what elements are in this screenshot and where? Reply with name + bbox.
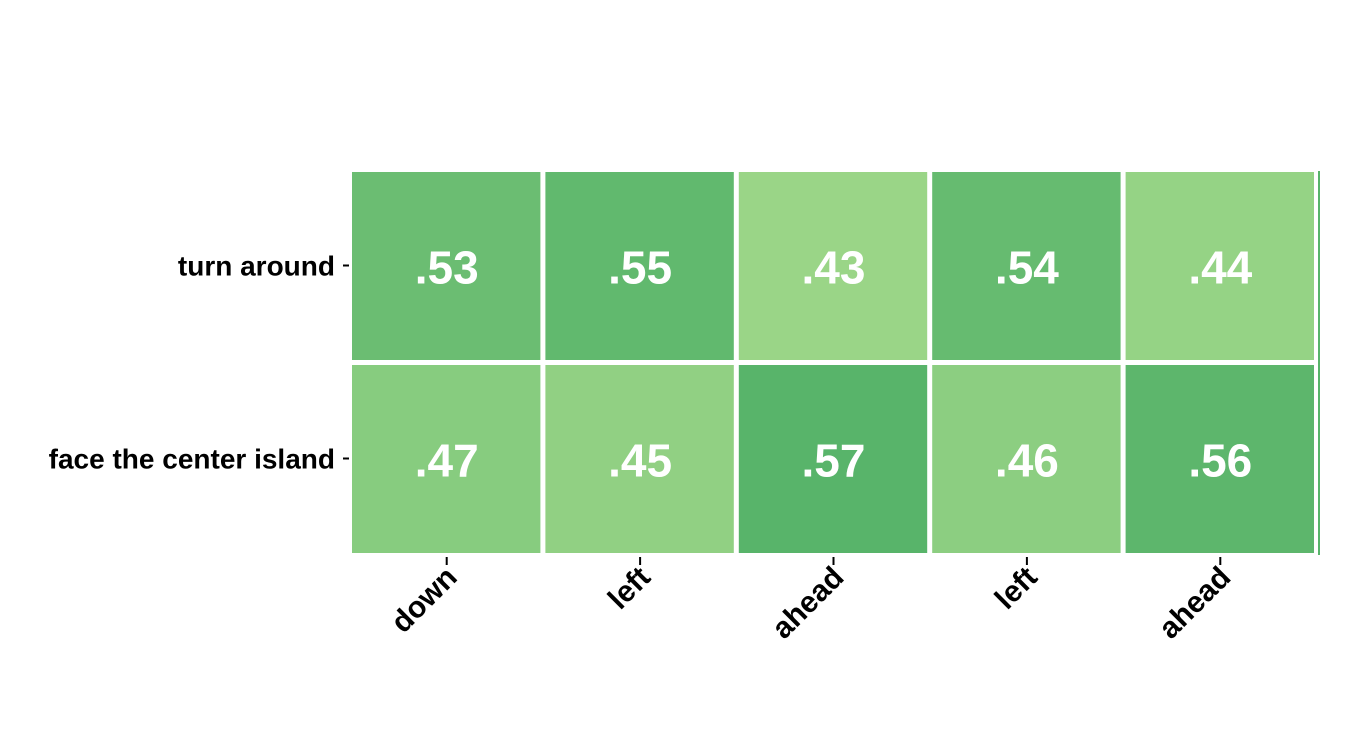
x-tick-label: ahead [766,561,851,646]
y-tick-label: face the center island [49,444,335,475]
cell-value-label: .54 [995,242,1059,294]
heatmap-cell [932,365,1121,553]
cell-value-label: .43 [802,242,866,294]
cell-value-label: .47 [415,435,479,487]
heatmap-cell [738,172,928,360]
heatmap-cell [738,365,928,553]
cell-value-label: .57 [802,435,866,487]
heatmap-cell [545,365,734,553]
cell-value-label: .44 [1188,242,1252,294]
x-tick-label: left [989,561,1044,616]
heatmap-cell [352,365,541,553]
cell-value-label: .56 [1188,435,1252,487]
heatmap-cell [932,172,1121,360]
heatmap-cell [545,172,734,360]
cell-value-label: .53 [415,242,479,294]
x-tick-label: ahead [1153,561,1238,646]
x-tick-label: left [602,561,657,616]
y-tick-label: turn around [178,251,335,282]
cell-value-label: .46 [995,435,1059,487]
cell-value-label: .55 [608,242,672,294]
y-axis: turn around face the center island [49,251,349,475]
x-tick-label: down [385,561,464,640]
heatmap-cell [352,172,541,360]
cell-value-label: .45 [608,435,672,487]
heatmap-cells [352,171,1320,555]
heatmap-cell [1125,172,1314,360]
x-axis: down left ahead left ahead [385,557,1237,645]
heatmap-cell [1125,365,1314,553]
heatmap-cell-labels: .53 .55 .43 .54 .44 .47 .45 .57 .46 .56 [415,242,1253,487]
